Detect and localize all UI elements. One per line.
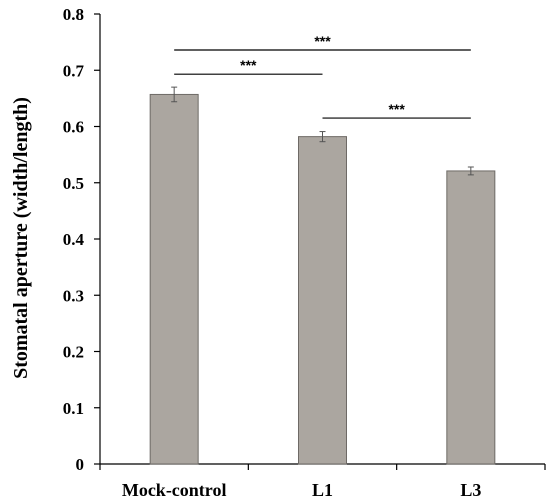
bars [149, 86, 496, 465]
y-tick-label: 0 [76, 455, 85, 474]
bar [298, 136, 347, 465]
y-tick-label: 0.7 [63, 61, 85, 80]
significance-bracket: *** [322, 101, 471, 119]
y-tick-label: 0.6 [63, 118, 84, 137]
y-tick-label: 0.1 [63, 399, 84, 418]
y-axis: 0 0.1 0.2 0.3 0.4 0.5 0.6 0.7 0.8 [63, 5, 101, 474]
error-bar [319, 131, 326, 143]
bar [446, 170, 496, 465]
significance-brackets: *** *** *** [174, 33, 471, 119]
error-bar [467, 166, 474, 176]
significance-bracket: *** [174, 33, 471, 51]
y-tick-label: 0.2 [63, 343, 84, 362]
significance-label: *** [240, 57, 257, 73]
bar [149, 93, 199, 465]
x-tick-label: L1 [312, 480, 333, 500]
y-tick-label: 0.4 [63, 230, 85, 249]
y-tick-label: 0.8 [63, 5, 84, 24]
y-tick-label: 0.3 [63, 286, 84, 305]
x-tick-label: Mock-control [122, 480, 227, 500]
significance-bracket: *** [174, 57, 323, 75]
error-bar [171, 86, 178, 103]
significance-label: *** [388, 101, 405, 117]
significance-label: *** [314, 33, 331, 49]
x-axis: Mock-control L1 L3 [99, 463, 546, 500]
y-axis-label: Stomatal aperture (width/length) [10, 97, 32, 379]
x-tick-label: L3 [460, 480, 481, 500]
y-tick-label: 0.5 [63, 174, 84, 193]
